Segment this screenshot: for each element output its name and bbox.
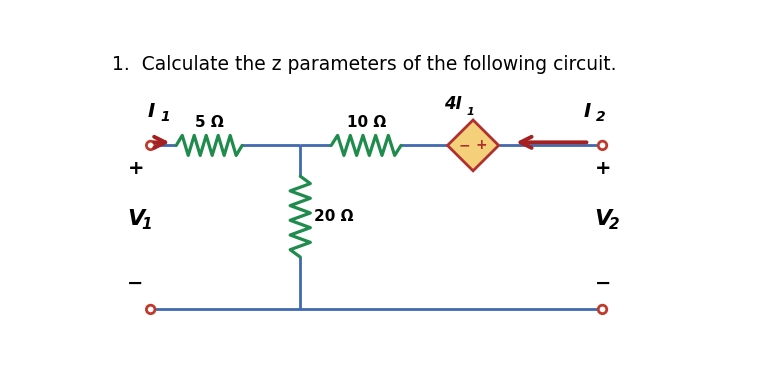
Text: V: V bbox=[128, 209, 145, 228]
Text: −: − bbox=[128, 273, 143, 293]
Text: 1: 1 bbox=[466, 107, 474, 117]
Text: I: I bbox=[583, 102, 591, 121]
Text: I: I bbox=[147, 102, 155, 121]
Text: −: − bbox=[458, 138, 471, 152]
Text: 20 Ω: 20 Ω bbox=[314, 209, 354, 224]
Circle shape bbox=[146, 305, 155, 314]
Text: V: V bbox=[595, 209, 612, 228]
Circle shape bbox=[598, 141, 606, 150]
Text: 2: 2 bbox=[596, 110, 605, 124]
Text: 4I: 4I bbox=[445, 95, 462, 113]
Polygon shape bbox=[448, 120, 499, 171]
Text: 1.  Calculate the z parameters of the following circuit.: 1. Calculate the z parameters of the fol… bbox=[112, 55, 616, 74]
Text: 10 Ω: 10 Ω bbox=[347, 115, 386, 130]
Text: 5 Ω: 5 Ω bbox=[195, 115, 224, 130]
Circle shape bbox=[598, 305, 606, 314]
Text: −: − bbox=[595, 273, 611, 293]
Text: +: + bbox=[475, 138, 487, 152]
Text: +: + bbox=[595, 159, 611, 178]
Text: 1: 1 bbox=[160, 110, 169, 124]
Text: 1: 1 bbox=[141, 217, 152, 232]
Text: 2: 2 bbox=[609, 217, 619, 232]
Text: +: + bbox=[128, 159, 144, 178]
Circle shape bbox=[146, 141, 155, 150]
